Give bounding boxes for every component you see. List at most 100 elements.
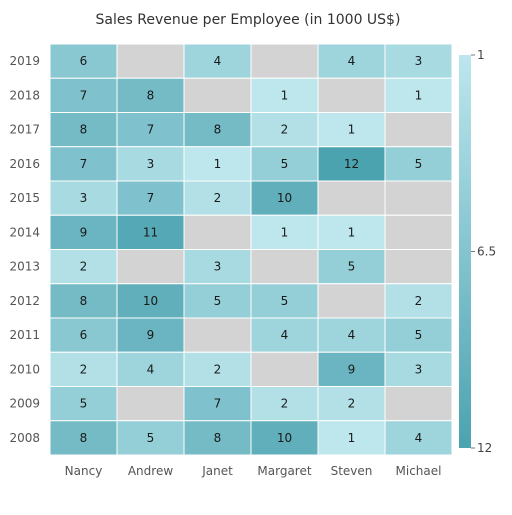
cell-value-label: 6 xyxy=(80,328,88,342)
legend-tick-label: 12 xyxy=(477,441,492,455)
heatmap-cell[interactable] xyxy=(385,113,452,147)
cell-value-label: 8 xyxy=(214,123,222,137)
y-axis-label: 2014 xyxy=(9,225,40,239)
cell-value-label: 5 xyxy=(80,397,88,411)
cell-value-label: 2 xyxy=(281,123,289,137)
legend-tick-label: 6.5 xyxy=(477,245,496,259)
cell-value-label: 10 xyxy=(277,431,292,445)
y-axis-label: 2010 xyxy=(9,362,40,376)
cell-value-label: 8 xyxy=(147,88,155,102)
cell-value-label: 2 xyxy=(415,294,423,308)
cell-value-label: 5 xyxy=(214,294,222,308)
x-axis-label: Michael xyxy=(396,464,442,478)
heatmap-cell[interactable] xyxy=(251,250,318,284)
cell-value-label: 2 xyxy=(214,362,222,376)
cell-value-label: 4 xyxy=(348,54,356,68)
cell-value-label: 9 xyxy=(80,225,88,239)
cell-value-label: 4 xyxy=(214,54,222,68)
heatmap-cell[interactable] xyxy=(117,250,184,284)
cell-value-label: 9 xyxy=(147,328,155,342)
heatmap-cell[interactable] xyxy=(385,250,452,284)
color-legend: 1 6.5 12 xyxy=(459,48,496,455)
heatmap-cell[interactable] xyxy=(385,387,452,421)
heatmap-cell[interactable] xyxy=(184,318,251,352)
cell-value-label: 4 xyxy=(281,328,289,342)
cell-value-label: 9 xyxy=(348,362,356,376)
cell-value-label: 7 xyxy=(147,123,155,137)
cell-value-label: 5 xyxy=(415,328,423,342)
cell-value-label: 7 xyxy=(80,88,88,102)
cell-value-label: 8 xyxy=(80,123,88,137)
cell-value-label: 2 xyxy=(281,397,289,411)
heatmap-cell[interactable] xyxy=(318,78,385,112)
heatmap-cell[interactable] xyxy=(184,215,251,249)
cell-value-label: 11 xyxy=(143,225,158,239)
cell-value-label: 3 xyxy=(415,54,423,68)
cell-value-label: 1 xyxy=(214,157,222,171)
cell-value-label: 1 xyxy=(348,431,356,445)
cell-value-label: 5 xyxy=(281,294,289,308)
heatmap-cells: 6 4 4 37 8 1 18 7 8 2 17 3 1 5 12 53 7 2 109 11 1 12 3 58 10 5 5 26… xyxy=(50,44,452,455)
y-axis-label: 2013 xyxy=(9,260,40,274)
cell-value-label: 4 xyxy=(348,328,356,342)
y-axis-label: 2016 xyxy=(9,157,40,171)
y-axis-label: 2012 xyxy=(9,294,40,308)
x-axis-label: Steven xyxy=(331,464,373,478)
cell-value-label: 1 xyxy=(348,123,356,137)
cell-value-label: 5 xyxy=(415,157,423,171)
heatmap-cell[interactable] xyxy=(251,352,318,386)
cell-value-label: 7 xyxy=(214,397,222,411)
heatmap-cell[interactable] xyxy=(385,215,452,249)
cell-value-label: 7 xyxy=(80,157,88,171)
cell-value-label: 2 xyxy=(80,362,88,376)
chart-title: Sales Revenue per Employee (in 1000 US$) xyxy=(96,12,401,28)
cell-value-label: 8 xyxy=(80,431,88,445)
cell-value-label: 10 xyxy=(277,191,292,205)
cell-value-label: 3 xyxy=(147,157,155,171)
cell-value-label: 8 xyxy=(80,294,88,308)
y-axis-label: 2018 xyxy=(9,88,40,102)
y-axis-label: 2019 xyxy=(9,54,40,68)
x-axis-label: Andrew xyxy=(128,464,173,478)
cell-value-label: 1 xyxy=(348,225,356,239)
legend-tick-label: 1 xyxy=(477,48,485,62)
cell-value-label: 1 xyxy=(281,225,289,239)
x-axis-label: Nancy xyxy=(65,464,103,478)
cell-value-label: 3 xyxy=(80,191,88,205)
heatmap-cell[interactable] xyxy=(251,44,318,78)
cell-value-label: 5 xyxy=(147,431,155,445)
cell-value-label: 10 xyxy=(143,294,158,308)
cell-value-label: 2 xyxy=(214,191,222,205)
cell-value-label: 8 xyxy=(214,431,222,445)
heatmap-cell[interactable] xyxy=(385,181,452,215)
x-axis-label: Janet xyxy=(201,464,233,478)
heatmap-cell[interactable] xyxy=(117,44,184,78)
y-axis-label: 2008 xyxy=(9,431,40,445)
cell-value-label: 2 xyxy=(80,260,88,274)
cell-value-label: 1 xyxy=(415,88,423,102)
cell-value-label: 5 xyxy=(281,157,289,171)
cell-value-label: 3 xyxy=(415,362,423,376)
y-axis-labels: 2019 2018 2017 2016 2015 2014 2013 2012 2011 2010… xyxy=(9,54,40,445)
y-axis-label: 2011 xyxy=(9,328,40,342)
cell-value-label: 2 xyxy=(348,397,356,411)
legend-gradient-bar xyxy=(459,55,471,448)
cell-value-label: 4 xyxy=(415,431,423,445)
y-axis-label: 2009 xyxy=(9,397,40,411)
cell-value-label: 6 xyxy=(80,54,88,68)
y-axis-label: 2017 xyxy=(9,123,40,137)
heatmap-cell[interactable] xyxy=(318,284,385,318)
heatmap-cell[interactable] xyxy=(318,181,385,215)
y-axis-label: 2015 xyxy=(9,191,40,205)
cell-value-label: 5 xyxy=(348,260,356,274)
heatmap-cell[interactable] xyxy=(117,387,184,421)
cell-value-label: 7 xyxy=(147,191,155,205)
x-axis-labels: Nancy Andrew Janet Margaret Steven Michael xyxy=(65,464,442,478)
cell-value-label: 3 xyxy=(214,260,222,274)
cell-value-label: 12 xyxy=(344,157,359,171)
x-axis-label: Margaret xyxy=(257,464,311,478)
heatmap-cell[interactable] xyxy=(184,78,251,112)
cell-value-label: 4 xyxy=(147,362,155,376)
